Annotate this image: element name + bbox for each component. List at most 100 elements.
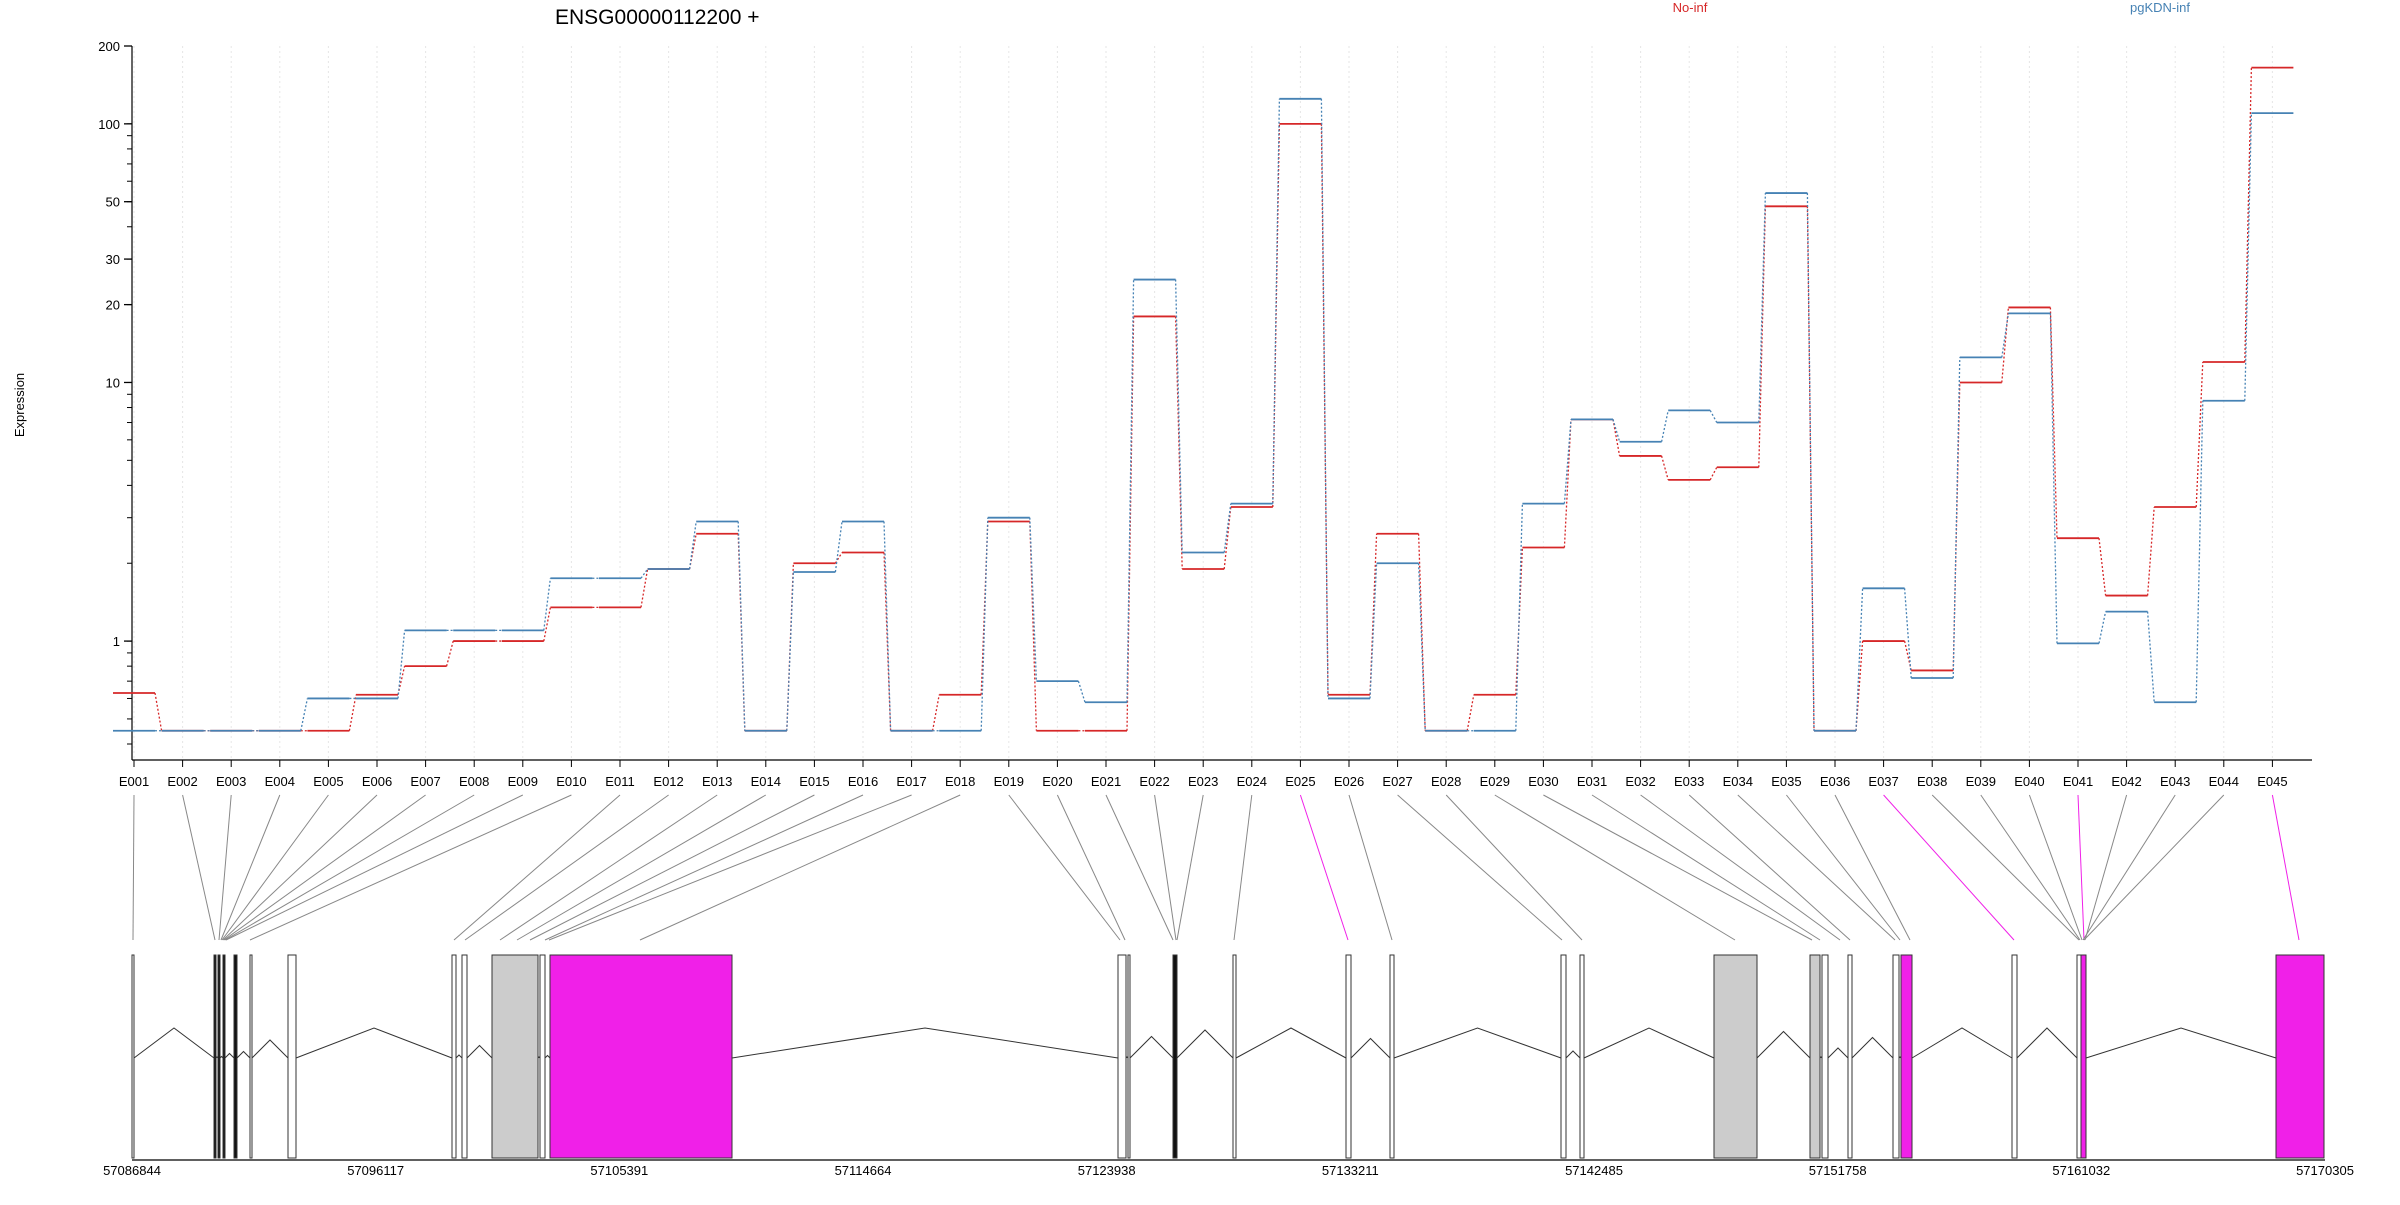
x-tick-label: E036 xyxy=(1820,774,1850,789)
series-connector xyxy=(1369,533,1378,695)
intron-line xyxy=(544,1054,551,1059)
exon-connector xyxy=(1233,794,1253,941)
series-connector xyxy=(1077,680,1086,703)
series-connector xyxy=(1515,503,1524,731)
grid-lines xyxy=(133,46,2273,760)
x-tick-label: E039 xyxy=(1966,774,1996,789)
x-tick-label: E029 xyxy=(1480,774,1510,789)
exon-connector xyxy=(1834,794,1911,941)
series-connector xyxy=(980,521,989,695)
series-connector xyxy=(2049,313,2058,644)
x-tick-label: E008 xyxy=(459,774,489,789)
intron-line xyxy=(1583,1027,1715,1059)
exon-connector xyxy=(1348,794,1393,941)
series-connector xyxy=(2098,611,2107,644)
intron-line xyxy=(1756,1030,1811,1059)
intron-line xyxy=(133,1027,215,1059)
x-tick-label: E033 xyxy=(1674,774,1704,789)
exon-connector xyxy=(2028,794,2083,941)
exon-block xyxy=(1232,954,1237,1159)
x-tick-label: E016 xyxy=(848,774,878,789)
exon-connector xyxy=(1980,794,2081,941)
intron-line xyxy=(1350,1037,1391,1059)
series-connector xyxy=(1758,193,1767,423)
x-tick-label: E001 xyxy=(119,774,149,789)
series-connector xyxy=(1174,316,1183,570)
intron-line xyxy=(455,1054,463,1059)
y-tick-label: 30 xyxy=(106,252,120,267)
exon-block xyxy=(1560,954,1567,1159)
series-connector xyxy=(2049,307,2058,539)
genomic-axis-label: 57105391 xyxy=(590,1163,648,1178)
exon-block xyxy=(1579,954,1585,1159)
genomic-axis-label: 57161032 xyxy=(2052,1163,2110,1178)
series-connector xyxy=(1223,506,1232,570)
x-tick-label: E042 xyxy=(2111,774,2141,789)
genomic-axis-label: 57114664 xyxy=(835,1163,892,1178)
exon-connector xyxy=(1591,794,1821,941)
exon-connector xyxy=(2077,794,2085,941)
y-tick-label: 10 xyxy=(106,375,120,390)
series-connector xyxy=(2146,506,2155,596)
exon-connector xyxy=(1688,794,1851,941)
exon-connector xyxy=(516,794,767,941)
exon-connector xyxy=(639,794,961,941)
exon-connector xyxy=(544,794,864,941)
series-connector xyxy=(2098,538,2107,596)
exon-connector xyxy=(1494,794,1736,941)
intron-line xyxy=(1129,1035,1174,1059)
legend-entry-no-inf: No-inf xyxy=(1673,0,1708,15)
genomic-axis-label: 57123938 xyxy=(1078,1163,1136,1178)
series-lines xyxy=(113,66,2294,732)
exon-block xyxy=(491,954,539,1159)
exon-connector xyxy=(1931,794,2080,941)
exon-block xyxy=(213,954,217,1159)
series-connector xyxy=(1320,123,1329,695)
exon-connector xyxy=(218,794,232,941)
exon-connector xyxy=(2271,794,2300,941)
x-tick-label: E003 xyxy=(216,774,246,789)
series-connector xyxy=(980,517,989,731)
x-tick-label: E038 xyxy=(1917,774,1947,789)
series-connector xyxy=(1660,455,1669,481)
genomic-axis-label: 57142485 xyxy=(1565,1163,1623,1178)
series-connector xyxy=(1223,503,1232,553)
intron-line xyxy=(466,1044,493,1059)
exon-connector xyxy=(1737,794,1896,941)
x-tick-label: E020 xyxy=(1042,774,1072,789)
exon-connector xyxy=(1397,794,1563,941)
intron-line xyxy=(224,1052,235,1059)
x-tick-label: E010 xyxy=(556,774,586,789)
y-tick-label: 20 xyxy=(106,298,120,313)
series-connector xyxy=(1806,206,1815,731)
exon-block xyxy=(222,954,226,1159)
series-connector xyxy=(1126,279,1135,703)
exon-block xyxy=(1345,954,1352,1159)
exon-connector xyxy=(224,794,475,941)
series-connector xyxy=(834,521,843,573)
gene-model: 57086844 57096117 57105391 57114664 57123938… xyxy=(103,954,2354,1178)
series-connector xyxy=(640,568,649,608)
y-tick-label: 1 xyxy=(113,634,120,649)
series-connector xyxy=(2244,113,2253,401)
genomic-axis-label: 57133211 xyxy=(1322,1163,1379,1178)
exon-connector xyxy=(499,794,718,941)
series-connector xyxy=(1709,466,1718,481)
x-tick-label: E007 xyxy=(410,774,440,789)
x-tick-label: E021 xyxy=(1091,774,1121,789)
x-tick-label: E031 xyxy=(1577,774,1607,789)
series-connector xyxy=(1320,98,1329,699)
series-connector xyxy=(1563,419,1572,548)
x-tick-label: E041 xyxy=(2063,774,2093,789)
x-tick-label: E027 xyxy=(1382,774,1412,789)
x-tick-label: E032 xyxy=(1625,774,1655,789)
exon-block xyxy=(217,954,221,1159)
series-connector xyxy=(2001,307,2010,383)
x-tick-label: E006 xyxy=(362,774,392,789)
series-connector xyxy=(445,640,454,667)
exon-connector xyxy=(1299,794,1349,941)
intron-line xyxy=(2085,1027,2277,1059)
exon-connector xyxy=(1543,794,1813,941)
exon-block xyxy=(461,954,468,1159)
